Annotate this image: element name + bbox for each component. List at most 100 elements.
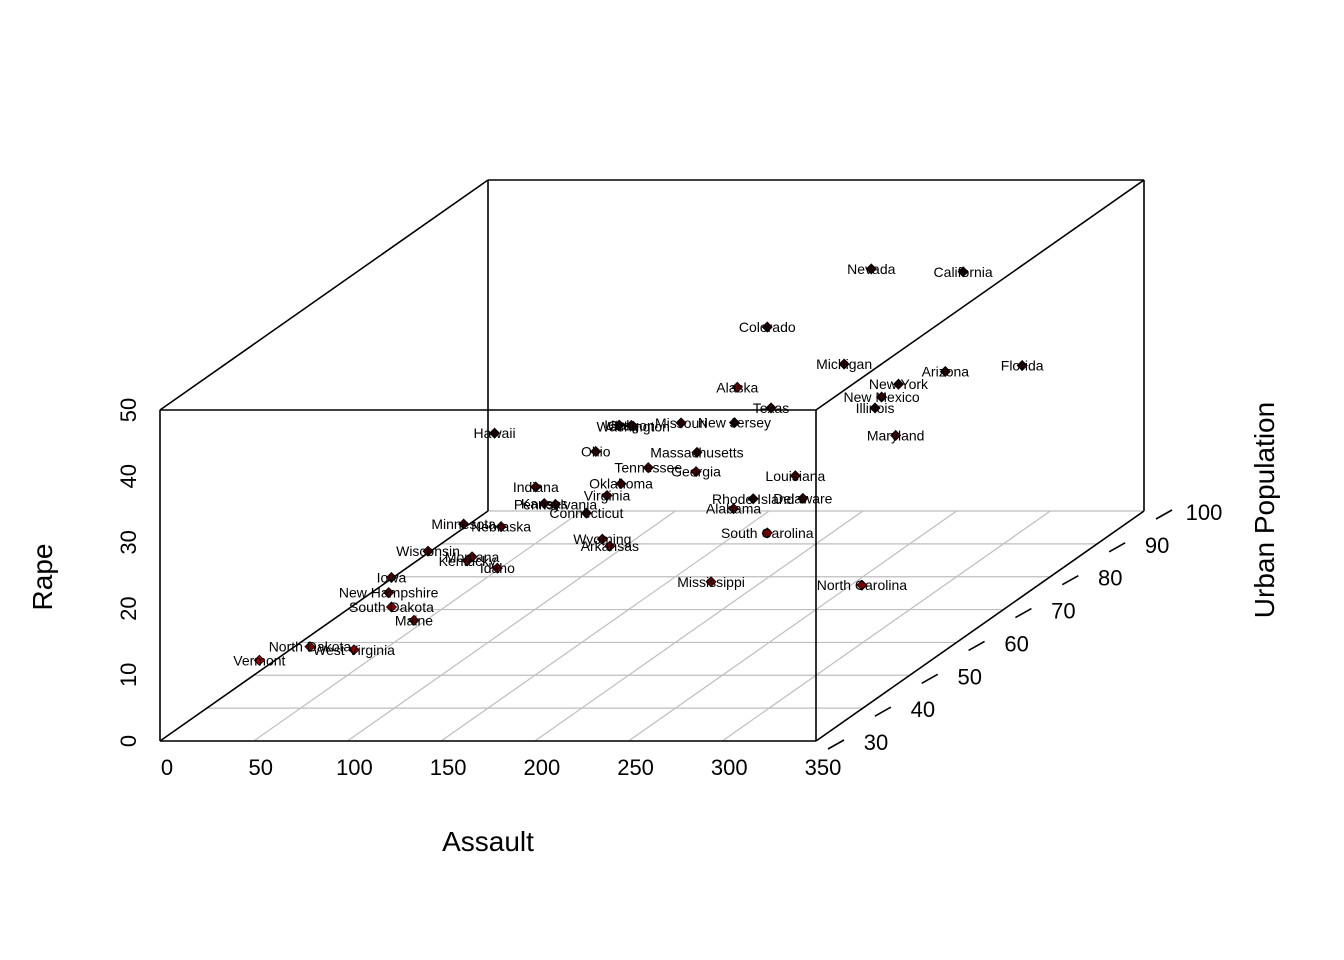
data-point (304, 641, 316, 653)
data-point (491, 562, 503, 574)
data-point (765, 402, 777, 414)
grid-line-x (721, 510, 1051, 742)
data-point (838, 358, 850, 370)
data-point (728, 417, 741, 429)
data-point (705, 576, 717, 588)
y-tick-mark (968, 640, 985, 652)
data-point (691, 446, 703, 458)
box-edge (815, 179, 1145, 411)
x-tick-label: 50 (248, 755, 272, 780)
point-label: Kentucky (439, 553, 497, 569)
data-point (789, 470, 801, 482)
x-tick-label: 0 (161, 755, 173, 780)
data-point (1016, 359, 1028, 372)
point-label: Nevada (847, 261, 895, 277)
point-label: South Dakota (349, 599, 434, 615)
z-tick-label: 40 (116, 464, 141, 488)
data-point (939, 365, 951, 378)
point-label: Georgia (671, 464, 721, 480)
y-tick-label: 60 (1004, 631, 1028, 656)
point-label: Michigan (816, 356, 872, 372)
data-point (590, 445, 602, 458)
point-label: Oregon (608, 417, 655, 433)
point-label: Missouri (655, 415, 707, 431)
point-label: Montana (445, 549, 500, 565)
data-point (549, 498, 562, 510)
y-axis-title: Urban Population (1249, 402, 1280, 618)
point-label: Mississippi (677, 574, 745, 590)
grid-line-x (628, 510, 957, 742)
x-tick-label: 350 (805, 755, 842, 780)
data-point (727, 503, 740, 515)
y-tick-label: 90 (1145, 533, 1169, 558)
box-edge (159, 179, 489, 411)
point-label: Wisconsin (396, 543, 460, 559)
data-point (601, 489, 613, 502)
point-label: Pennsylvania (514, 496, 597, 512)
point-label: Wyoming (573, 531, 631, 547)
point-label: California (934, 264, 993, 280)
x-tick-label: 250 (617, 755, 654, 780)
z-tick-label: 30 (116, 530, 141, 554)
point-label: Iowa (377, 569, 407, 585)
y-tick-mark (1155, 509, 1173, 520)
point-label: Maryland (867, 427, 925, 443)
point-label: Colorado (739, 319, 796, 335)
point-label: West Virginia (313, 642, 395, 658)
x-axis-title: Assault (442, 826, 534, 857)
data-point (488, 427, 501, 439)
data-point (538, 497, 550, 510)
x-tick-label: 200 (523, 755, 560, 780)
data-point (458, 518, 470, 530)
data-point (865, 263, 877, 275)
data-point (761, 527, 773, 539)
data-point (253, 654, 265, 666)
data-point (876, 391, 888, 403)
data-point (348, 644, 360, 656)
data-point (615, 478, 627, 490)
data-point (461, 555, 473, 567)
z-tick-label: 0 (116, 735, 141, 747)
point-label: Vermont (233, 652, 285, 668)
data-point (957, 266, 969, 278)
x-tick-label: 300 (711, 755, 748, 780)
data-point (890, 429, 902, 441)
point-label: Massachusetts (650, 444, 743, 460)
data-point (613, 419, 625, 431)
point-label: Kansas (521, 496, 568, 512)
y-tick-label: 80 (1098, 566, 1122, 591)
grid-line-x (347, 510, 676, 742)
data-point (731, 381, 743, 393)
y-tick-label: 70 (1051, 599, 1075, 624)
point-label: New York (869, 376, 929, 392)
z-tick-label: 10 (116, 663, 141, 687)
grid-line-x (440, 510, 770, 742)
point-label: New Jersey (698, 415, 771, 431)
data-point (383, 587, 395, 599)
point-label: Washington (597, 418, 670, 434)
data-point (869, 402, 881, 414)
data-point (596, 533, 608, 545)
point-label: Utah (604, 417, 634, 433)
data-point (747, 493, 759, 505)
data-point (797, 492, 809, 504)
data-point (642, 462, 654, 474)
data-point (408, 614, 420, 626)
point-label: South Carolina (721, 525, 814, 541)
data-point (690, 466, 702, 478)
point-label: Alaska (716, 379, 758, 395)
y-tick-label: 100 (1186, 500, 1223, 525)
data-point (495, 521, 507, 533)
grid-line-x (534, 510, 864, 742)
plot-box (159, 179, 1145, 742)
point-label: Tennessee (614, 460, 682, 476)
data-point (625, 419, 637, 432)
point-labels: California New Jersey Rhode Island New York… (233, 261, 1044, 668)
point-label: Maine (395, 612, 433, 628)
data-point (675, 417, 687, 429)
x-tick-label: 150 (430, 755, 467, 780)
data-point (856, 579, 868, 591)
y-tick-label: 30 (864, 730, 888, 755)
y-tick-label: 40 (911, 697, 935, 722)
